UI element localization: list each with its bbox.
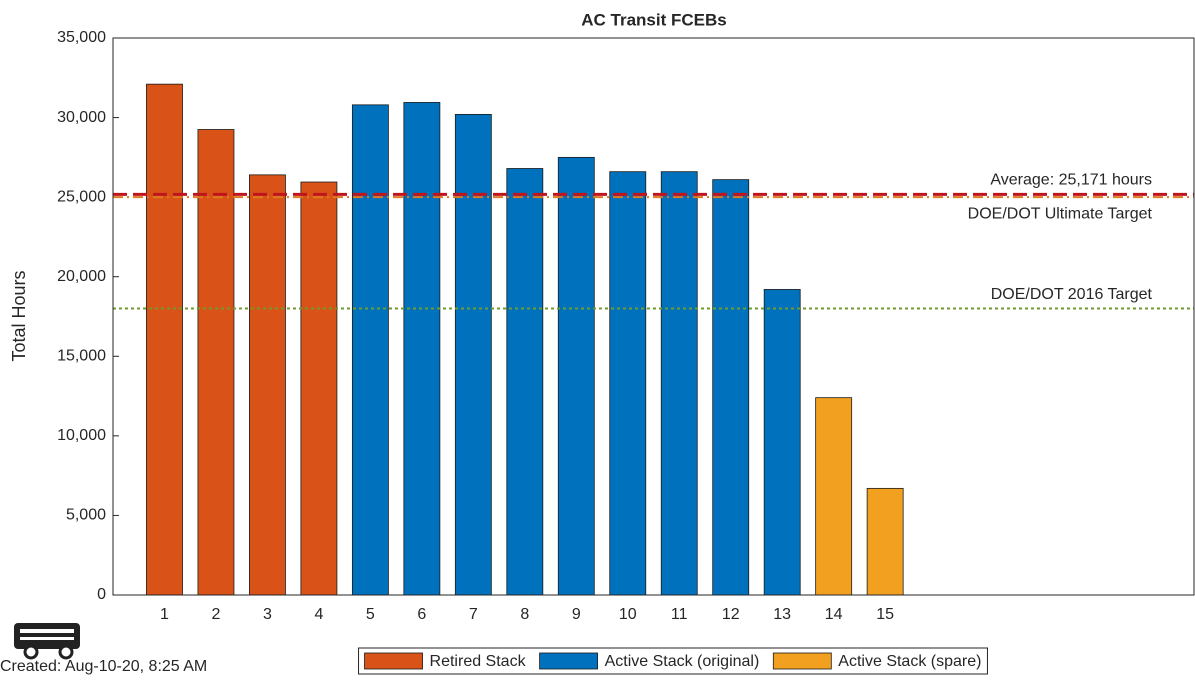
y-tick-label: 15,000 [57,348,106,365]
reference-label: DOE/DOT 2016 Target [991,286,1153,303]
legend-label: Active Stack (original) [605,653,760,670]
y-tick-label: 25,000 [57,188,106,205]
y-tick-label: 0 [97,586,106,603]
x-tick-label: 11 [671,606,688,623]
y-tick-label: 5,000 [66,507,106,524]
x-tick-label: 4 [314,606,323,623]
legend: Retired Stack Active Stack (original) Acti… [358,647,988,675]
bar [557,156,595,596]
bus-icon [14,623,80,660]
bar [454,113,492,596]
bar [300,181,338,596]
x-tick-label: 8 [520,606,529,623]
bar [815,397,853,596]
x-tick-label: 13 [773,606,791,623]
x-tick-label: 10 [619,606,637,623]
y-axis-label: Total Hours [9,270,29,361]
legend-box [358,647,988,675]
legend-label: Active Stack (spare) [838,653,981,670]
axes-box [112,37,1195,596]
bar [866,487,904,596]
x-tick-label: 6 [417,606,426,623]
bar [712,179,750,596]
x-tick-label: 9 [572,606,581,623]
bar [351,104,389,596]
y-tick-label: 10,000 [57,427,106,444]
legend-swatch [364,652,423,670]
bar [197,129,235,596]
x-tick-label: 12 [722,606,740,623]
bar [249,174,286,596]
bar [146,83,183,596]
x-tick-label: 15 [876,606,894,623]
x-tick-label: 7 [469,606,478,623]
bar [763,289,801,596]
x-tick-label: 5 [366,606,375,623]
bar [403,102,441,596]
x-tick-label: 2 [211,606,220,623]
y-tick-label: 35,000 [57,29,106,46]
legend-swatch [539,652,598,670]
bar [506,168,544,596]
legend-label: Retired Stack [430,653,527,670]
x-tick-label: 1 [160,606,169,623]
bar [660,171,698,596]
y-tick-label: 30,000 [57,109,106,126]
footer: Created: Aug-10-20, 8:25 AM [0,658,207,675]
legend-swatch [772,652,832,670]
x-tick-label: 14 [825,606,843,623]
bar [609,171,647,596]
reference-label: Average: 25,171 hours [990,172,1152,189]
reference-label: DOE/DOT Ultimate Target [968,205,1153,222]
y-tick-label: 20,000 [57,268,106,285]
x-tick-label: 3 [263,606,272,623]
chart-title: AC Transit FCEBs [581,10,726,29]
